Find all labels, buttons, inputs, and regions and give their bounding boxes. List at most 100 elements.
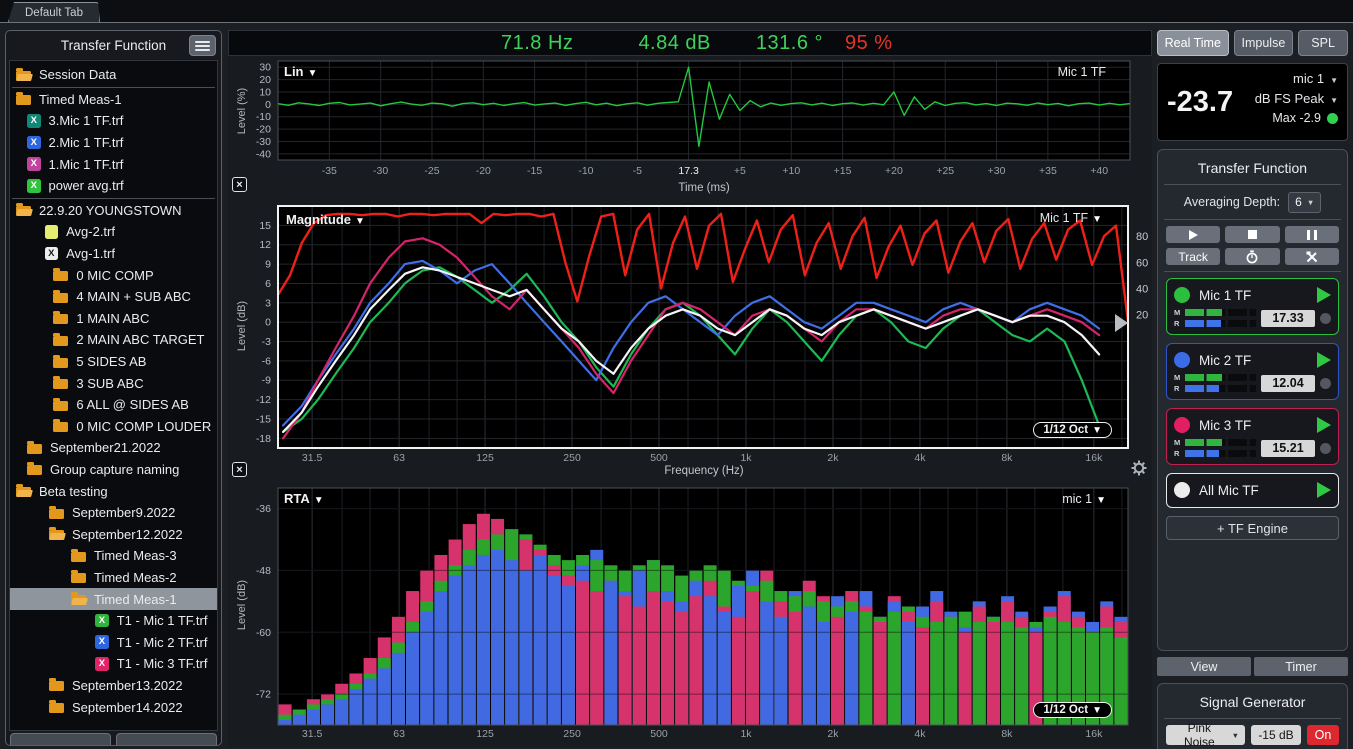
engine-play-icon[interactable] <box>1317 417 1331 433</box>
svg-text:-36: -36 <box>256 503 271 515</box>
spl-tab[interactable]: SPL <box>1298 30 1348 56</box>
tree-file-power-avg-trf[interactable]: Xpower avg.trf <box>10 175 217 197</box>
averaging-depth-select[interactable]: 6 <box>1288 192 1321 213</box>
rta-octave-select[interactable]: 1/12 Oct <box>1033 702 1112 718</box>
tree-folder-september21-2022[interactable]: September21.2022 <box>10 437 217 459</box>
tab-default[interactable]: Default Tab <box>8 2 100 22</box>
rta-pane-label: RTA <box>284 491 310 506</box>
engine-delay-value[interactable]: 15.21 <box>1261 440 1315 457</box>
svg-text:-5: -5 <box>633 165 642 177</box>
pause-button[interactable] <box>1285 226 1339 243</box>
engine-round-button[interactable] <box>1320 313 1331 324</box>
magnitude-octave-select[interactable]: 1/12 Oct <box>1033 422 1112 438</box>
tree-item-label: T1 - Mic 2 TF.trf <box>117 635 208 650</box>
sidebar-footer-button-right[interactable] <box>116 733 217 745</box>
impulse-tab[interactable]: Impulse <box>1234 30 1294 56</box>
ir-pane-close-button[interactable]: × <box>232 177 247 192</box>
magnitude-trace-select[interactable]: Mic 1 TF <box>1040 211 1102 225</box>
tree-folder-september12-2022[interactable]: September12.2022 <box>10 523 217 545</box>
tree-folder-september14-2022[interactable]: September14.2022 <box>10 696 217 718</box>
engine-delay-value[interactable]: 17.33 <box>1261 310 1315 327</box>
svg-text:16k: 16k <box>1085 452 1103 464</box>
svg-text:250: 250 <box>563 728 581 740</box>
live-ir-chart[interactable]: 3020100-10-20-30-40-35-30-25-20-15-10-51… <box>228 56 1152 198</box>
engine-play-icon[interactable] <box>1317 482 1331 498</box>
tree-file-t1-mic-1-tf-trf[interactable]: XT1 - Mic 1 TF.trf <box>10 610 217 632</box>
ir-pane-type-select[interactable]: Lin <box>284 64 317 79</box>
tree-item-label: 5 SIDES AB <box>76 354 146 369</box>
engine-round-button[interactable] <box>1320 378 1331 389</box>
play-button[interactable] <box>1166 226 1220 243</box>
engine-play-icon[interactable] <box>1317 287 1331 303</box>
svg-text:0: 0 <box>265 317 271 329</box>
magnitude-pane-type-select[interactable]: Magnitude <box>286 212 365 227</box>
signal-level-field[interactable]: -15 dB <box>1251 725 1301 745</box>
tree-folder-4-main-sub-abc[interactable]: 4 MAIN + SUB ABC <box>10 286 217 308</box>
tree-file-avg-2-trf[interactable]: Avg-2.trf <box>10 221 217 243</box>
magnitude-chart[interactable]: 15129630-3-6-9-12-15-1831.5631252505001k… <box>228 198 1152 483</box>
rta-pane-type-select[interactable]: RTA <box>284 491 324 506</box>
tree-file-avg-1-trf[interactable]: XAvg-1.trf <box>10 243 217 265</box>
tree-item-label: 22.9.20 YOUNGSTOWN <box>39 203 182 218</box>
timer-toggle-button[interactable]: Timer <box>1254 657 1348 676</box>
signal-on-button[interactable]: On <box>1307 725 1339 745</box>
engine-mic-1-tf[interactable]: Mic 1 TFMR17.33 <box>1166 278 1339 335</box>
tree-folder-0-mic-comp-louder[interactable]: 0 MIC COMP LOUDER <box>10 416 217 438</box>
rta-trace-select[interactable]: mic 1 <box>1062 492 1106 506</box>
hamburger-menu-button[interactable] <box>189 35 216 56</box>
track-button[interactable]: Track <box>1166 248 1220 265</box>
engine-round-button[interactable] <box>1320 443 1331 454</box>
stop-button[interactable] <box>1225 226 1279 243</box>
tree-folder-group-capture-naming[interactable]: Group capture naming <box>10 459 217 481</box>
tree-folder-september9-2022[interactable]: September9.2022 <box>10 502 217 524</box>
meter-input-select[interactable]: mic 1 <box>1293 71 1338 86</box>
engine-all-mic-tf[interactable]: All Mic TF <box>1166 473 1339 508</box>
folder-icon <box>71 552 86 562</box>
folder-icon <box>53 314 68 324</box>
tree-file-1-mic-1-tf-trf[interactable]: X1.Mic 1 TF.trf <box>10 153 217 175</box>
magnitude-pane-close-button[interactable]: × <box>232 462 247 477</box>
svg-text:31.5: 31.5 <box>302 728 323 740</box>
tree-file-2-mic-1-tf-trf[interactable]: X2.Mic 1 TF.trf <box>10 132 217 154</box>
tree-folder-timed-meas-2[interactable]: Timed Meas-2 <box>10 567 217 589</box>
engine-delay-value[interactable]: 12.04 <box>1261 375 1315 392</box>
tools-button[interactable] <box>1285 248 1339 265</box>
tree-folder-5-sides-ab[interactable]: 5 SIDES AB <box>10 351 217 373</box>
sidebar-footer <box>10 733 217 745</box>
tree-folder-0-mic-comp[interactable]: 0 MIC COMP <box>10 264 217 286</box>
real-time-tab[interactable]: Real Time <box>1157 30 1229 56</box>
chevron-down-icon <box>1330 71 1338 86</box>
playhead-triangle-icon[interactable] <box>1115 314 1128 332</box>
tree-folder-beta-testing[interactable]: Beta testing <box>10 480 217 502</box>
tree-folder-22-9-20-youngstown[interactable]: 22.9.20 YOUNGSTOWN <box>10 200 217 222</box>
add-tf-engine-button[interactable]: + TF Engine <box>1166 516 1339 540</box>
tree-file-t1-mic-3-tf-trf[interactable]: XT1 - Mic 3 TF.trf <box>10 653 217 675</box>
tree-folder-timed-meas-1[interactable]: Timed Meas-1 <box>10 89 217 111</box>
folder-icon <box>27 444 42 454</box>
tree-folder-timed-meas-3[interactable]: Timed Meas-3 <box>10 545 217 567</box>
engine-mic-3-tf[interactable]: Mic 3 TFMR15.21 <box>1166 408 1339 465</box>
tree-file-3-mic-1-tf-trf[interactable]: X3.Mic 1 TF.trf <box>10 110 217 132</box>
svg-text:-12: -12 <box>256 394 271 406</box>
engine-m-meter <box>1185 309 1256 316</box>
folder-icon <box>53 379 68 389</box>
folder-icon <box>16 95 31 105</box>
tree-folder-3-sub-abc[interactable]: 3 SUB ABC <box>10 372 217 394</box>
tree-folder-september13-2022[interactable]: September13.2022 <box>10 675 217 697</box>
tree-folder-timed-meas-1[interactable]: Timed Meas-1 <box>10 588 217 610</box>
rta-chart[interactable]: -36-48-60-7231.5631252505001k2k4k8k16k <box>228 483 1152 747</box>
engine-play-icon[interactable] <box>1317 352 1331 368</box>
timer-button[interactable] <box>1225 248 1279 265</box>
tree-item-label: T1 - Mic 1 TF.trf <box>117 613 208 628</box>
gear-icon[interactable] <box>1131 460 1147 476</box>
tree-file-t1-mic-2-tf-trf[interactable]: XT1 - Mic 2 TF.trf <box>10 631 217 653</box>
signal-type-select[interactable]: Pink Noise <box>1166 725 1245 745</box>
view-button[interactable]: View <box>1157 657 1251 676</box>
tree-folder-1-main-abc[interactable]: 1 MAIN ABC <box>10 308 217 330</box>
engine-mic-2-tf[interactable]: Mic 2 TFMR12.04 <box>1166 343 1339 400</box>
tree-folder-2-main-abc-target[interactable]: 2 MAIN ABC TARGET <box>10 329 217 351</box>
meter-unit-select[interactable]: dB FS Peak <box>1255 91 1338 106</box>
sidebar-footer-button-left[interactable] <box>10 733 111 745</box>
tree-folder-session-data[interactable]: Session Data <box>10 64 217 86</box>
tree-folder-6-all-sides-ab[interactable]: 6 ALL @ SIDES AB <box>10 394 217 416</box>
